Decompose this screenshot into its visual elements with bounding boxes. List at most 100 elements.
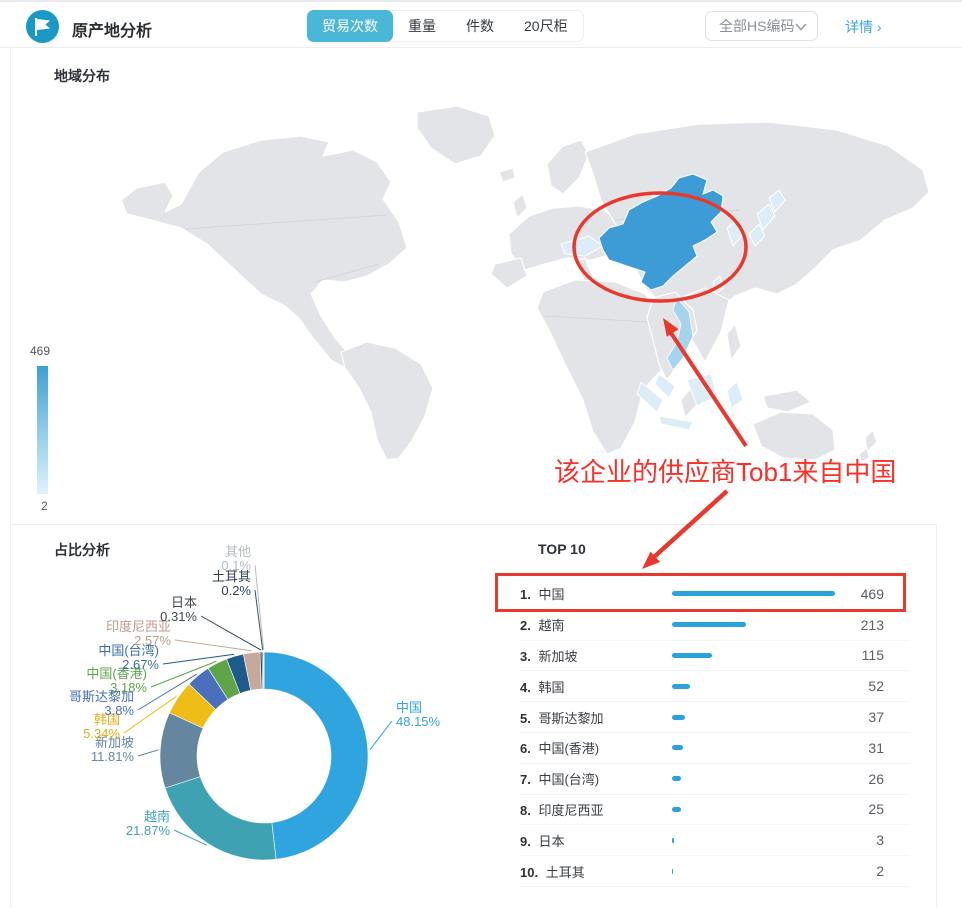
detail-link[interactable]: 详情 ›: [845, 19, 882, 35]
donut-label: 3.18%: [110, 680, 147, 695]
donut-label-line: [254, 589, 264, 651]
top10-title: TOP 10: [538, 541, 586, 557]
panel-left-border: [10, 48, 11, 908]
donut-label-line: [137, 673, 198, 711]
top10-row-name: 8. 印度尼西亚: [520, 802, 604, 818]
border-line: [314, 263, 380, 283]
top10-row-value: 2: [876, 863, 884, 880]
top10-row-bar: [672, 745, 683, 751]
donut-label-line: [150, 660, 217, 688]
top10-row-value: 115: [861, 647, 884, 664]
top10-row-rank: 10.: [520, 864, 539, 880]
country-south-america: [340, 341, 434, 461]
top10-row-name: 6. 中国(香港): [520, 741, 600, 757]
top10-row-bar: [672, 714, 685, 720]
country-japan: [756, 203, 776, 231]
panel-right-border: [936, 524, 937, 908]
color-scale-min: 2: [41, 499, 48, 513]
donut-label: 哥斯达黎加: [69, 689, 134, 704]
top10-row-value: 25: [868, 801, 884, 818]
country-philippines: [726, 323, 742, 361]
top10-row-value: 3: [876, 832, 884, 849]
top10-row-bar: [672, 683, 691, 689]
world-map[interactable]: [115, 102, 935, 466]
top10-row-name: 4. 韩国: [520, 679, 565, 695]
donut-label-line: [200, 615, 262, 651]
header: 原产地分析 贸易次数 重量 件数 20尺柜 全部HS编码 详情 ›: [0, 0, 962, 48]
donut-label: 2.57%: [134, 633, 171, 648]
top10-row-value: 469: [860, 585, 884, 602]
hs-code-select-value: 全部HS编码: [719, 18, 795, 34]
donut-label: 越南: [144, 809, 170, 824]
top10-row-7: 7. 中国(台湾) 26: [520, 764, 910, 795]
country-iceland: [498, 167, 516, 183]
map-color-scale: [37, 366, 48, 494]
top10-row-rank: 2.: [520, 618, 531, 634]
top10-row-value: 31: [868, 739, 884, 756]
metric-tabs: 贸易次数 重量 件数 20尺柜: [306, 9, 584, 42]
country-north-america: [120, 135, 408, 371]
country-indonesia-sumatra: [636, 381, 664, 413]
top10-row-bar: [672, 591, 835, 597]
top10-row-name: 10. 土耳其: [520, 864, 585, 880]
top10-row-bar: [672, 776, 682, 782]
country-australia: [752, 411, 836, 461]
donut-label: 中国: [396, 700, 422, 715]
top10-row-bar: [672, 868, 673, 874]
country-japan: [748, 223, 766, 247]
top10-row-rank: 1.: [520, 587, 531, 603]
top10-row-value: 52: [868, 678, 884, 695]
top10-row-rank: 9.: [520, 833, 531, 849]
donut-label-line: [173, 829, 207, 846]
top10-row-rank: 6.: [520, 741, 531, 757]
map-section-title: 地域分布: [54, 68, 110, 84]
donut-slice-0[interactable]: [263, 651, 369, 860]
country-japan: [768, 189, 786, 213]
donut-slice-1[interactable]: [164, 776, 277, 861]
top10-row-5: 5. 哥斯达黎加 37: [520, 702, 910, 733]
top10-row-rank: 3.: [520, 648, 531, 664]
donut-label-line: [137, 749, 159, 757]
top10-row-name: 7. 中国(台湾): [520, 772, 600, 788]
tab-weight[interactable]: 重量: [408, 17, 436, 34]
country-new-zealand: [864, 429, 878, 453]
donut-label: 0.31%: [160, 609, 197, 624]
donut-label: 土耳其: [212, 569, 251, 584]
top10-row-bar: [672, 806, 681, 812]
donut-label: 新加坡: [95, 735, 134, 750]
tab-trade-count[interactable]: 贸易次数: [307, 9, 393, 42]
top10-row-value: 213: [860, 616, 884, 633]
donut-label: 其他: [225, 544, 251, 559]
donut-label-line: [369, 720, 393, 751]
region-scandinavia: [546, 139, 590, 195]
country-greenland: [416, 105, 496, 165]
donut-label-line: [254, 564, 265, 651]
top10-row-name: 3. 新加坡: [520, 648, 578, 664]
annotation-arrow-list-head: [642, 551, 661, 569]
top10-row-9: 9. 日本 3: [520, 825, 910, 857]
donut-label: 中国(台湾): [98, 643, 159, 658]
page-title: 原产地分析: [72, 23, 153, 40]
country-indonesia-java: [658, 415, 694, 431]
country-italy: [574, 257, 594, 283]
section-divider: [11, 524, 936, 525]
donut-label: 5.34%: [83, 726, 120, 741]
top10-row-1: 1. 中国 469: [520, 579, 910, 610]
tab-pieces[interactable]: 件数: [466, 17, 494, 34]
top10-row-name: 2. 越南: [520, 618, 565, 634]
top10-row-2: 2. 越南 213: [520, 610, 910, 641]
country-indonesia-sulawesi: [726, 381, 744, 409]
top10-row-bar: [672, 837, 674, 843]
donut-slice-10[interactable]: [263, 651, 265, 690]
top10-row-rank: 5.: [520, 710, 531, 726]
donut-label: 48.15%: [396, 714, 441, 729]
top10-row-rank: 7.: [520, 772, 531, 788]
top10-row-3: 3. 新加坡 115: [520, 641, 910, 672]
donut-label: 韩国: [94, 712, 120, 727]
top10-row-value: 37: [868, 709, 884, 726]
top10-row-bar: [672, 652, 712, 658]
donut-label-line: [162, 653, 235, 665]
hs-code-select[interactable]: 全部HS编码: [705, 11, 818, 41]
tab-20ft-container[interactable]: 20尺柜: [524, 17, 568, 34]
